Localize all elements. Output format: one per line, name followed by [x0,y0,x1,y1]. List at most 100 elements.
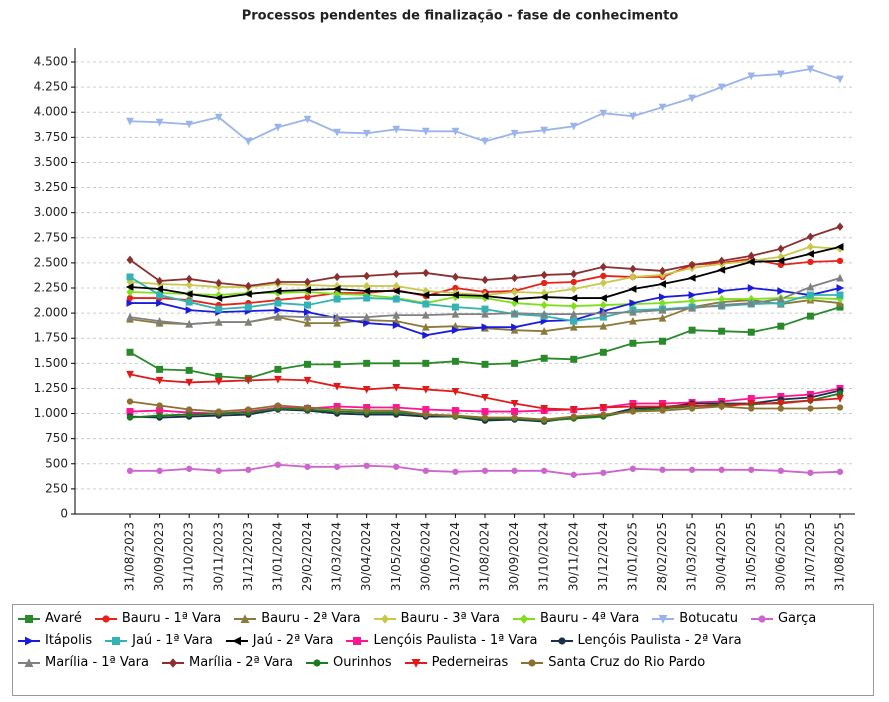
data-point [215,305,223,313]
y-tick-label: 2.500 [34,255,68,269]
legend-swatch [373,613,396,624]
data-point [126,273,134,281]
legend-item: Santa Cruz do Rio Pardo [520,653,705,672]
data-point [333,272,341,282]
legend-marker [112,636,121,645]
data-point [836,468,844,475]
data-point [836,273,844,282]
data-point [304,301,311,309]
data-point [688,405,696,412]
data-point [362,287,371,295]
legend-item: Marília - 2ª Vara [161,653,293,672]
data-point [629,408,637,415]
data-point [451,309,460,318]
data-point [629,465,637,472]
data-point [185,366,193,374]
data-point [806,291,814,299]
x-tick-label: 30/09/2023 [152,522,166,591]
legend-marker [313,658,321,667]
data-point [363,319,371,328]
data-point [510,129,519,138]
x-tick-label: 30/04/2025 [714,522,728,591]
data-point [156,412,163,419]
data-point [274,375,282,384]
data-point [836,257,844,265]
data-point [718,327,726,335]
x-tick-label: 31/08/2025 [833,522,847,591]
data-point [244,281,252,291]
data-point [392,359,400,367]
x-tick-label: 31/07/2024 [448,522,462,591]
data-point [629,339,637,347]
series-line [129,68,841,143]
legend-item: Lençóis Paulista - 1ª Vara [345,631,538,650]
y-tick-label: 1.250 [34,381,68,395]
data-point [570,317,578,325]
data-point [304,308,312,316]
data-point [718,403,725,410]
data-point [214,377,223,386]
legend-label: Lençóis Paulista - 1ª Vara [373,633,538,648]
data-point [659,293,667,301]
data-point [274,123,282,132]
legend-item: Jaú - 1ª Vara [104,631,213,650]
legend-swatch [18,636,40,645]
y-tick-label: 4.250 [34,80,68,94]
data-point [806,282,815,291]
data-point [659,337,666,345]
legend-item: Bauru - 3ª Vara [373,609,500,628]
legend-swatch [94,614,117,623]
data-point [659,407,666,414]
data-point [185,280,193,290]
y-tick-label: 2.250 [34,281,68,295]
data-point [274,461,282,468]
legend-label: Pederneiras [431,655,509,670]
data-point [481,137,489,146]
data-point [126,370,134,379]
data-point [393,463,400,470]
data-point [126,312,134,321]
data-point [156,291,164,299]
legend-item: Lençóis Paulista - 2ª Vara [550,631,742,650]
legend-label: Garça [777,611,817,626]
data-point [363,294,371,302]
data-point [303,376,312,385]
y-tick-label: 4.500 [34,55,68,69]
data-point [541,467,548,474]
data-point [185,274,193,284]
x-tick-label: 31/08/2024 [478,522,492,591]
data-point [569,294,578,302]
data-point [126,299,135,307]
data-point [156,276,164,286]
x-tick-label: 31/10/2023 [182,522,196,591]
data-point [540,300,548,310]
legend-swatch [305,658,328,667]
data-point [658,305,667,314]
data-point [452,412,459,419]
data-point [452,284,459,292]
legend-item: Avaré [17,609,82,628]
y-tick-label: 3.000 [34,205,68,219]
data-point [747,328,755,336]
data-point [215,278,223,288]
data-point [807,258,814,266]
data-point [511,359,519,367]
data-point [836,284,845,292]
data-point [569,322,578,331]
data-point [836,404,844,411]
legend-label: Marília - 2ª Vara [188,655,293,670]
data-point [333,360,341,368]
data-point [274,299,282,307]
legend-item: Jaú - 2ª Vara [225,631,333,650]
data-point [688,94,696,103]
data-point [836,222,844,231]
data-point [511,273,519,283]
data-point [304,293,311,301]
data-point [806,396,815,405]
data-point [776,294,785,303]
legend-label: Bauru - 2ª Vara [261,611,361,626]
data-point [776,257,785,265]
legend-swatch [234,613,257,623]
x-tick-label: 31/03/2024 [330,522,344,591]
data-point [658,403,667,411]
